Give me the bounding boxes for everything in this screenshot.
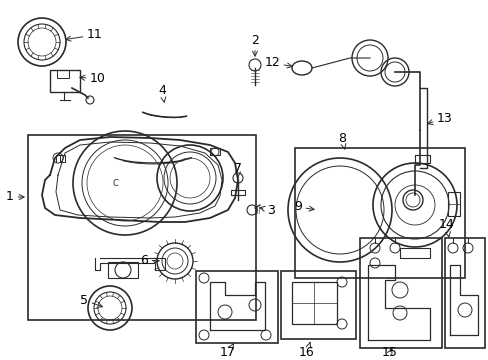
- Text: 12: 12: [264, 57, 292, 69]
- Text: 10: 10: [80, 72, 106, 85]
- Bar: [417, 88, 423, 168]
- Bar: [108, 262, 138, 278]
- Text: C: C: [112, 179, 118, 188]
- Bar: [50, 70, 80, 92]
- Text: 17: 17: [220, 343, 235, 360]
- Bar: [359, 238, 441, 348]
- Text: 5: 5: [80, 293, 102, 307]
- Text: 9: 9: [293, 201, 313, 213]
- Bar: [281, 271, 355, 339]
- Bar: [444, 238, 484, 348]
- Bar: [294, 148, 464, 278]
- Text: 16: 16: [299, 342, 314, 360]
- Text: 11: 11: [66, 28, 102, 41]
- Text: 7: 7: [234, 162, 242, 177]
- Bar: [447, 192, 459, 216]
- Text: 6: 6: [140, 253, 159, 266]
- Text: 15: 15: [381, 346, 397, 360]
- Text: 14: 14: [438, 219, 454, 237]
- Text: 4: 4: [158, 84, 165, 102]
- Text: 2: 2: [250, 33, 259, 56]
- Text: 3: 3: [259, 203, 274, 216]
- Text: 8: 8: [337, 131, 346, 149]
- Text: 13: 13: [427, 112, 452, 125]
- Bar: [230, 190, 244, 195]
- Text: 1: 1: [6, 190, 24, 203]
- Bar: [196, 271, 278, 343]
- Bar: [291, 282, 336, 324]
- Bar: [57, 70, 69, 78]
- Bar: [28, 135, 256, 320]
